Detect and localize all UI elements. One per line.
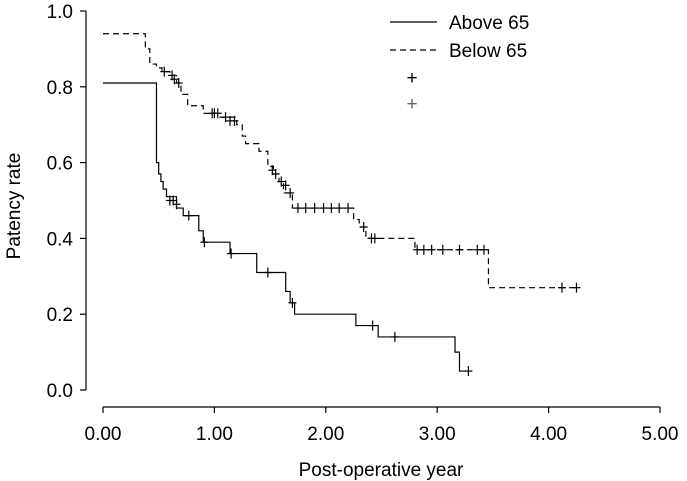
censor-mark-0-8 — [368, 320, 377, 331]
censor-mark-1-2 — [170, 74, 179, 85]
censor-mark-1-29 — [455, 244, 464, 255]
x-tick-label-1: 1.00 — [196, 424, 233, 445]
censor-mark-0-2 — [172, 199, 181, 210]
censor-mark-1-12 — [277, 176, 286, 187]
censor-mark-1-24 — [370, 233, 379, 244]
legend-censor-symbol-dashed: + — [406, 94, 417, 115]
censor-mark-0-7 — [288, 297, 297, 308]
series-line-below-65 — [103, 33, 577, 289]
censor-mark-0-3 — [184, 210, 193, 221]
censor-mark-1-20 — [335, 203, 344, 214]
x-axis-title: Post-operative year — [299, 460, 464, 481]
legend-label-above-65: Above 65 — [449, 13, 529, 34]
x-tick-label-2: 2.00 — [307, 424, 344, 445]
y-tick-label-0: 0.0 — [47, 381, 73, 402]
y-tick-label-3: 0.6 — [47, 154, 73, 175]
censor-mark-1-27 — [427, 244, 436, 255]
y-tick-label-4: 0.8 — [47, 78, 73, 99]
censor-mark-1-17 — [310, 203, 319, 214]
x-tick-label-3: 3.00 — [419, 424, 456, 445]
censor-mark-1-7 — [221, 112, 230, 123]
censor-mark-0-5 — [227, 248, 236, 259]
censor-mark-1-32 — [557, 282, 566, 293]
axes — [85, 11, 660, 408]
censor-mark-1-6 — [213, 108, 222, 119]
censor-mark-1-30 — [473, 244, 482, 255]
censor-mark-1-25 — [413, 244, 422, 255]
survival-curves — [103, 33, 577, 372]
censor-mark-1-0 — [160, 66, 169, 77]
x-tick-label-0: 0.00 — [85, 424, 122, 445]
censor-mark-0-4 — [200, 237, 209, 248]
censor-mark-1-21 — [344, 203, 353, 214]
legend-label-below-65: Below 65 — [449, 41, 527, 62]
y-tick-label-2: 0.4 — [47, 229, 74, 250]
legend: Above 65 Below 65 + + — [390, 13, 529, 115]
censor-mark-1-18 — [319, 203, 328, 214]
censor-mark-1-3 — [174, 78, 183, 89]
legend-censor-symbol-solid: + — [406, 68, 417, 89]
y-ticks: 0.0 0.2 0.4 0.6 0.8 1.0 — [47, 2, 86, 402]
censor-mark-1-16 — [301, 203, 310, 214]
censor-mark-1-13 — [281, 180, 290, 191]
censor-mark-1-28 — [438, 244, 447, 255]
y-tick-label-1: 0.2 — [47, 305, 73, 326]
censor-mark-1-31 — [479, 244, 488, 255]
censor-mark-1-26 — [419, 244, 428, 255]
censor-mark-1-19 — [327, 203, 336, 214]
censor-mark-1-9 — [230, 115, 239, 126]
censor-mark-1-14 — [286, 187, 295, 198]
censor-mark-1-15 — [293, 203, 302, 214]
censor-mark-0-6 — [263, 267, 272, 278]
x-tick-label-4: 4.00 — [530, 424, 567, 445]
censor-marks — [160, 66, 581, 377]
censor-mark-1-33 — [572, 282, 581, 293]
censor-mark-1-11 — [271, 168, 280, 179]
censor-mark-1-22 — [359, 222, 368, 233]
y-tick-label-5: 1.0 — [47, 2, 73, 23]
censor-mark-0-10 — [464, 366, 473, 377]
y-axis-title: Patency rate — [4, 153, 25, 260]
x-ticks: 0.00 1.00 2.00 3.00 4.00 5.00 — [85, 407, 679, 445]
series-line-above-65 — [103, 82, 471, 372]
censor-mark-0-9 — [390, 331, 399, 342]
x-tick-label-5: 5.00 — [642, 424, 679, 445]
